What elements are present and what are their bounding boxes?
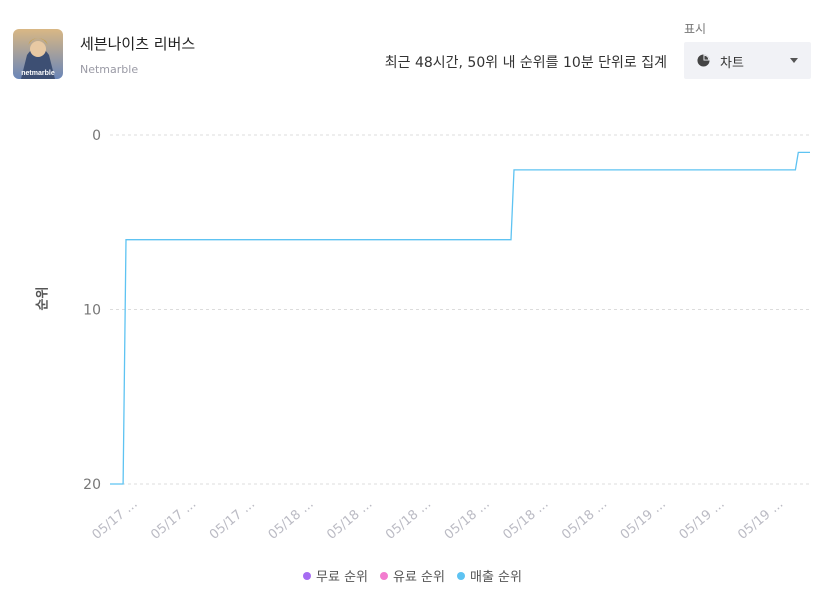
summary-text: 최근 48시간, 50위 내 순위를 10분 단위로 집계: [384, 55, 667, 71]
x-tick-label: 05/19 ...: [618, 497, 669, 543]
app-icon: netmarble: [13, 29, 63, 79]
legend-dot: [303, 572, 312, 580]
y-tick-label: 20: [83, 477, 101, 493]
x-tick-label: 05/18 ...: [500, 497, 551, 543]
y-tick-label: 10: [83, 303, 101, 319]
y-tick-label: 0: [92, 128, 101, 144]
legend-item[interactable]: 매출 순위: [456, 566, 522, 585]
legend-label: 무료 순위: [316, 570, 368, 585]
x-tick-label: 05/17 ...: [148, 497, 199, 543]
x-tick-label: 05/18 ...: [383, 497, 434, 543]
display-label: 표시: [684, 22, 707, 36]
x-tick-label: 05/18 ...: [266, 497, 317, 543]
legend: 무료 순위 유료 순위 매출 순위: [0, 566, 825, 585]
x-tick-label: 05/17 ...: [207, 497, 258, 543]
display-select[interactable]: 차트: [684, 42, 811, 79]
legend-item[interactable]: 무료 순위: [303, 566, 368, 585]
legend-label: 매출 순위: [469, 570, 522, 585]
display-select-value: 차트: [720, 56, 744, 71]
chevron-down-icon: [790, 58, 798, 63]
series-line: [110, 151, 810, 485]
pie-chart-icon: [697, 54, 710, 67]
x-tick-label: 05/18 ...: [559, 497, 610, 543]
legend-label: 유료 순위: [393, 570, 445, 585]
app-developer: Netmarble: [80, 63, 139, 76]
x-tick-label: 05/18 ...: [324, 497, 375, 543]
app-icon-logo-text: netmarble: [21, 70, 55, 77]
x-tick-label: 05/19 ...: [735, 497, 786, 543]
app-title: 세븐나이츠 리버스: [80, 35, 196, 53]
legend-dot: [456, 572, 465, 580]
x-tick-label: 05/17 ...: [90, 497, 141, 543]
legend-item[interactable]: 유료 순위: [380, 566, 445, 585]
x-tick-label: 05/18 ...: [442, 497, 493, 543]
legend-dot: [380, 572, 388, 580]
x-tick-label: 05/19 ...: [677, 497, 728, 543]
